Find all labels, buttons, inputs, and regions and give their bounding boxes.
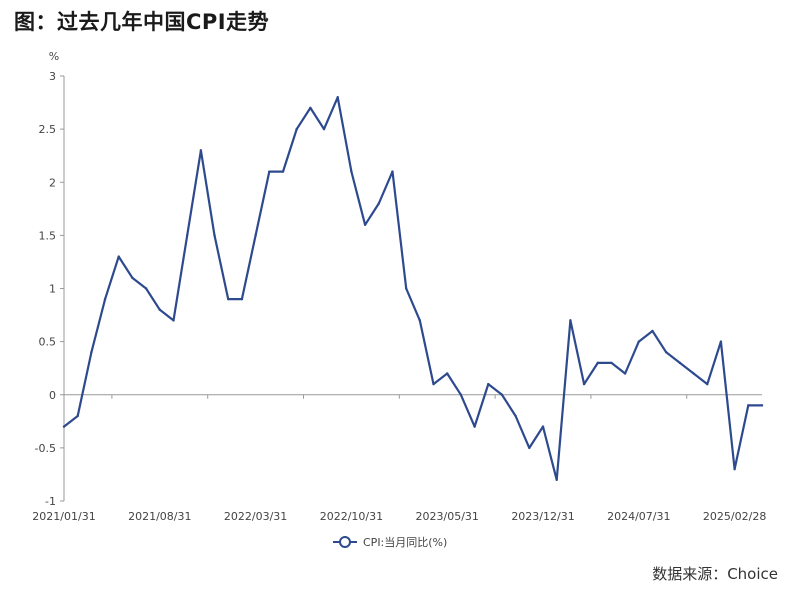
- x-tick-label: 2025/02/28: [703, 510, 766, 523]
- x-tick-label: 2021/01/31: [32, 510, 95, 523]
- cpi-data-point: [706, 382, 709, 386]
- cpi-data-point: [363, 223, 367, 226]
- cpi-data-point: [62, 425, 66, 428]
- y-tick-label: 2.5: [39, 123, 57, 136]
- cpi-data-point: [350, 170, 353, 173]
- cpi-data-point: [719, 340, 723, 343]
- cpi-data-point: [528, 446, 531, 450]
- cpi-data-point: [623, 372, 627, 375]
- cpi-data-point: [90, 351, 93, 354]
- y-tick-label: 1: [49, 283, 56, 296]
- x-tick-label: 2023/12/31: [511, 510, 574, 523]
- axes: [63, 76, 762, 501]
- cpi-data-point: [487, 382, 490, 386]
- cpi-data-point: [117, 255, 120, 258]
- cpi-data-point: [391, 170, 394, 173]
- y-tick-label: -1: [45, 495, 56, 508]
- cpi-data-point: [185, 234, 189, 237]
- cpi-data-point: [446, 372, 449, 375]
- cpi-data-point: [555, 478, 558, 481]
- y-axis-unit-label: %: [49, 50, 59, 63]
- cpi-data-point: [240, 297, 244, 301]
- cpi-data-point: [295, 127, 298, 131]
- cpi-data-point: [596, 361, 599, 365]
- y-axis-ticks: 3 2.5 2 1.5 1 0.5 0 -0.5 -1: [35, 70, 64, 508]
- cpi-data-point: [213, 234, 216, 237]
- x-axis-ticks: 2021/01/31 2021/08/31 2022/03/31 2022/10/31…: [32, 394, 766, 523]
- cpi-data-point: [144, 287, 148, 290]
- cpi-data-point: [76, 414, 79, 418]
- cpi-data-point: [651, 329, 654, 333]
- legend[interactable]: CPI:当月同比(%): [333, 535, 447, 549]
- cpi-data-point: [432, 382, 435, 386]
- cpi-data-point: [309, 106, 312, 110]
- y-tick-label: 2: [49, 176, 56, 189]
- cpi-data-point: [582, 382, 586, 386]
- cpi-data-point: [733, 467, 736, 471]
- cpi-data-point: [514, 414, 517, 418]
- chart-title: 图：过去几年中国CPI走势: [14, 10, 270, 34]
- cpi-data-point: [610, 361, 613, 365]
- cpi-data-point: [322, 127, 326, 131]
- data-source-note: 数据来源：Choice: [652, 565, 778, 583]
- x-tick-label: 2021/08/31: [128, 510, 191, 523]
- cpi-data-point: [541, 425, 545, 428]
- y-tick-label: 0.5: [39, 336, 57, 349]
- legend-marker-icon: [339, 536, 351, 548]
- x-tick-label: 2022/10/31: [320, 510, 383, 523]
- cpi-data-point: [473, 425, 476, 428]
- cpi-data-point: [500, 393, 504, 396]
- cpi-data-point: [336, 96, 339, 99]
- cpi-data-point: [678, 361, 682, 365]
- cpi-data-point: [131, 276, 134, 280]
- cpi-data-point: [418, 319, 422, 322]
- y-tick-label: 3: [49, 70, 56, 83]
- y-tick-label: 1.5: [39, 229, 57, 242]
- legend-series-label: CPI:当月同比(%): [363, 535, 447, 549]
- cpi-data-point: [254, 234, 257, 237]
- cpi-data-point: [172, 319, 175, 322]
- cpi-data-point: [268, 170, 271, 173]
- y-tick-label: -0.5: [35, 442, 56, 455]
- cpi-data-point: [404, 287, 408, 290]
- cpi-series-line: [63, 96, 762, 481]
- x-tick-label: 2022/03/31: [224, 510, 287, 523]
- cpi-data-point: [459, 393, 463, 396]
- cpi-data-point: [747, 404, 750, 407]
- cpi-data-point: [103, 297, 107, 301]
- series-layer: [62, 96, 764, 481]
- x-tick-label: 2024/07/31: [607, 510, 670, 523]
- cpi-data-point: [281, 170, 285, 173]
- cpi-data-point: [377, 202, 380, 205]
- cpi-data-point: [158, 308, 162, 311]
- cpi-data-point: [760, 404, 764, 407]
- cpi-data-point: [199, 149, 203, 152]
- cpi-data-point: [664, 351, 668, 354]
- cpi-data-point: [637, 340, 641, 343]
- y-tick-label: 0: [49, 389, 56, 402]
- cpi-data-point: [569, 319, 572, 322]
- cpi-data-point: [227, 297, 230, 301]
- cpi-data-point: [692, 372, 695, 375]
- x-tick-label: 2023/05/31: [416, 510, 479, 523]
